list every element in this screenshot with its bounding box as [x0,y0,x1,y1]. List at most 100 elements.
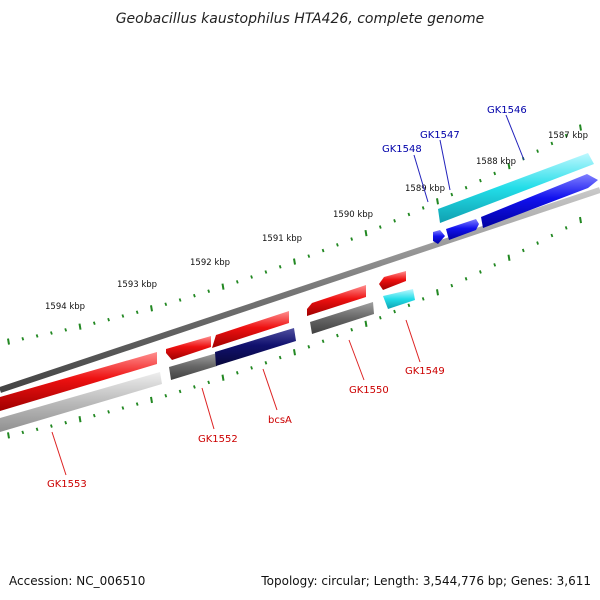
major-tick [507,254,511,261]
major-tick [436,198,439,205]
minor-tick [278,265,282,269]
gene-bcsa-forward[interactable] [212,311,289,348]
minor-tick [278,355,282,360]
minor-tick [336,333,339,338]
minor-tick [521,248,525,253]
gene-label-bcsa: bcsA [268,415,292,426]
gene-label-gk1553: GK1553 [47,479,87,490]
scale-label: 1593 kbp [117,280,157,290]
major-tick [7,432,10,439]
minor-tick [350,327,354,332]
minor-tick [178,389,182,394]
map-title: Geobacillus kaustophilus HTA426, complet… [116,11,485,27]
major-tick [150,305,153,312]
scale-label: 1588 kbp [476,157,516,167]
minor-tick [479,270,482,274]
minor-tick [264,361,268,365]
minor-tick [64,328,68,332]
minor-tick [407,212,411,217]
gene-label-gk1550: GK1550 [349,385,389,396]
minor-tick [564,133,568,138]
gene-label-gk1548: GK1548 [382,144,422,155]
minor-tick [336,243,339,247]
minor-tick [250,366,253,370]
minor-tick [421,206,425,210]
scale-label: 1589 kbp [405,184,445,194]
gene-bcsa[interactable] [215,328,296,366]
minor-tick [21,337,25,341]
track-gk1549 [383,289,415,309]
minor-tick [193,293,196,298]
minor-tick [235,280,239,284]
minor-tick [135,310,139,315]
major-tick [150,396,153,404]
minor-tick [164,302,168,307]
major-tick [293,349,296,356]
minor-tick [107,410,110,414]
genome-backbone [0,187,600,393]
major-tick [364,320,368,327]
minor-tick [235,371,239,375]
minor-tick [207,380,211,385]
minor-tick [307,345,311,349]
scale-label: 1587 kbp [548,131,588,141]
minor-tick [107,317,110,322]
bottom-scale-ticks [7,216,582,439]
gene-gk1546[interactable] [481,174,598,228]
minor-tick [92,321,96,325]
major-tick [78,323,82,330]
minor-tick [307,254,311,258]
gene-gk1546-outer[interactable] [438,153,594,223]
major-tick [78,416,82,423]
minor-tick [21,430,25,435]
major-tick [579,216,582,224]
major-tick [436,289,439,296]
major-tick [221,283,225,290]
minor-tick [35,334,39,338]
gene-gk1547[interactable] [446,219,479,240]
minor-tick [64,420,68,425]
minor-tick [164,393,168,398]
track-gk1552 [169,353,217,380]
gene-label-gk1546: GK1546 [487,105,527,116]
minor-tick [50,424,53,428]
major-tick [7,338,10,345]
top-scale-ticks [7,124,582,345]
minor-tick [193,385,196,389]
gene-label-gk1547: GK1547 [420,130,460,141]
minor-tick [464,185,468,190]
minor-tick [464,277,468,281]
minor-tick [550,141,554,146]
minor-tick [450,192,454,197]
minor-tick [393,219,396,223]
minor-tick [378,315,382,320]
minor-tick [450,283,454,288]
accession-text: Accession: NC_006510 [9,574,146,588]
minor-tick [207,289,211,294]
minor-tick [350,237,354,241]
minor-tick [264,270,268,274]
minor-tick [536,241,539,245]
scale-label: 1591 kbp [262,234,302,244]
top-leader-lines [413,114,525,203]
minor-tick [35,427,39,432]
gene-gk1552[interactable] [166,336,211,360]
gene-gk1548[interactable] [433,230,445,244]
track-gk1553 [0,372,162,432]
minor-tick [550,233,554,238]
scale-label: 1592 kbp [190,258,230,268]
bottom-leader-lines [51,319,421,476]
major-tick [507,162,511,170]
gene-gk1549[interactable] [379,271,406,290]
minor-tick [178,298,182,302]
minor-tick [321,339,325,344]
minor-tick [479,178,482,183]
gene-label-gk1552: GK1552 [198,434,238,445]
gene-gk1553[interactable] [0,352,157,411]
minor-tick [50,331,53,335]
minor-tick [92,413,96,418]
gene-gk1550[interactable] [307,285,366,316]
minor-tick [135,402,139,406]
genome-summary-text: Topology: circular; Length: 3,544,776 bp… [261,574,591,588]
